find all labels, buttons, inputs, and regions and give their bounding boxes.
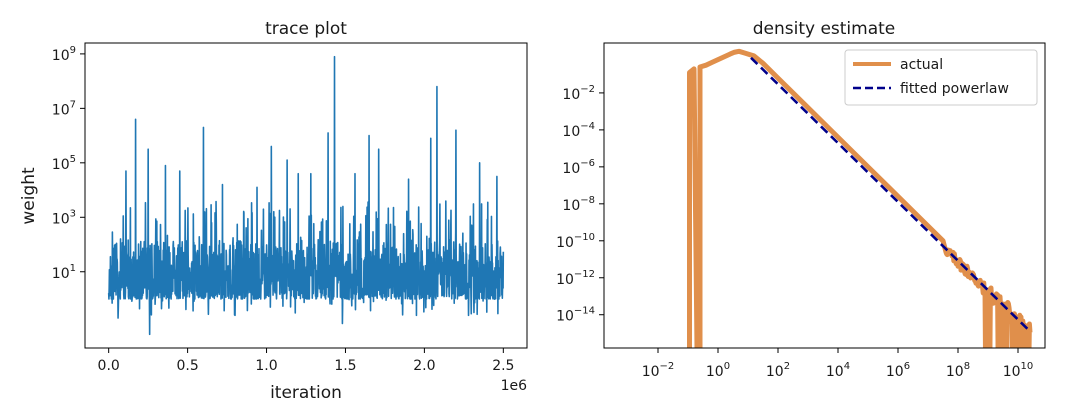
- trace-y-tick-label: 101: [52, 263, 76, 282]
- density-series: [687, 48, 1033, 348]
- trace-plot-frame: [84, 42, 528, 349]
- density-x-tick-label: 106: [886, 361, 910, 380]
- density-x-tick-label-exp: 6: [904, 361, 910, 372]
- trace-y-tick-label-exp: 7: [70, 99, 76, 110]
- density-y-tick-label-base: 10: [556, 272, 574, 288]
- density-plot-panel: density estimate 10−2 100 102 104 106 108 1010…: [556, 19, 1046, 380]
- density-y-tick-label: 10−4: [562, 121, 595, 140]
- trace-y-tick-label: 107: [52, 99, 76, 118]
- trace-x-ticks: 0.0 0.5 1.0 1.5 2.0 2.5: [98, 348, 514, 374]
- trace-x-scale-label: 1e6: [501, 378, 528, 394]
- trace-series: [107, 55, 505, 336]
- density-y-tick-label-base: 10: [562, 87, 580, 103]
- density-powerlaw-line: [750, 56, 1031, 333]
- density-y-tick-label-exp: −12: [574, 269, 595, 280]
- density-x-tick-label: 102: [766, 361, 790, 380]
- trace-y-tick-label-base: 10: [52, 211, 70, 227]
- density-x-tick-label-base: 10: [826, 364, 844, 380]
- density-x-tick-label-exp: 2: [784, 361, 790, 372]
- density-legend: actual fitted powerlaw: [844, 49, 1038, 106]
- trace-plot-title: trace plot: [265, 19, 347, 39]
- density-y-tick-label-exp: −8: [580, 195, 595, 206]
- density-x-tick-label: 1010: [1003, 361, 1034, 380]
- density-plot-title: density estimate: [753, 19, 896, 39]
- density-x-tick-label-exp: 8: [964, 361, 970, 372]
- trace-y-tick-label: 103: [52, 208, 76, 227]
- trace-y-tick-label-base: 10: [52, 102, 70, 118]
- density-y-tick-label: 10−6: [562, 158, 595, 177]
- density-y-tick-label-exp: −6: [580, 158, 595, 169]
- density-x-tick-label-base: 10: [706, 364, 724, 380]
- trace-y-tick-label-base: 10: [52, 266, 70, 282]
- legend-actual-label: actual: [900, 57, 943, 73]
- density-plot-frame: [603, 42, 1046, 349]
- trace-x-tick-label: 1.5: [334, 358, 356, 374]
- density-x-tick-label-exp: 0: [724, 361, 730, 372]
- density-y-tick-label: 10−14: [556, 306, 595, 325]
- density-y-tick-label: 10−12: [556, 269, 595, 288]
- trace-y-tick-label: 105: [52, 154, 76, 173]
- density-y-tick-label-exp: −14: [574, 306, 595, 317]
- legend-powerlaw-label: fitted powerlaw: [900, 81, 1009, 97]
- density-x-tick-label-base: 10: [886, 364, 904, 380]
- density-x-tick-label-exp: −2: [660, 361, 675, 372]
- density-x-tick-label-base: 10: [766, 364, 784, 380]
- trace-x-tick-label: 1.0: [255, 358, 277, 374]
- density-x-ticks: 10−2 100 102 104 106 108 1010: [642, 348, 1034, 380]
- density-y-tick-label: 10−10: [556, 232, 595, 251]
- trace-x-axis-label: iteration: [270, 383, 342, 403]
- trace-x-tick-label: 0.5: [176, 358, 198, 374]
- density-y-tick-label-exp: −2: [580, 84, 595, 95]
- trace-y-tick-label-exp: 1: [70, 263, 76, 274]
- trace-x-tick-label: 2.5: [492, 358, 514, 374]
- trace-x-tick-label: 0.0: [98, 358, 120, 374]
- density-y-tick-label: 10−8: [562, 195, 595, 214]
- density-x-tick-label-exp: 4: [844, 361, 850, 372]
- trace-y-tick-label-base: 10: [52, 157, 70, 173]
- density-x-tick-label-base: 10: [642, 364, 660, 380]
- trace-series-line: [107, 55, 505, 336]
- density-y-tick-label-base: 10: [556, 309, 574, 325]
- density-y-tick-label-base: 10: [562, 198, 580, 214]
- density-y-tick-label-exp: −4: [580, 121, 595, 132]
- trace-y-tick-label-exp: 5: [70, 154, 76, 165]
- density-x-tick-label: 10−2: [642, 361, 675, 380]
- density-y-tick-label-base: 10: [562, 161, 580, 177]
- trace-x-tick-label: 2.0: [413, 358, 435, 374]
- density-x-tick-label: 100: [706, 361, 730, 380]
- legend-box: [844, 49, 1038, 106]
- density-y-tick-label-base: 10: [562, 124, 580, 140]
- trace-y-tick-label-exp: 9: [70, 45, 76, 56]
- trace-plot-panel: trace plot 0.0 0.5 1.0 1.5 2.0 2.5 1011031051…: [19, 19, 528, 403]
- density-y-tick-label: 10−2: [562, 84, 595, 103]
- density-y-tick-label-base: 10: [556, 235, 574, 251]
- density-x-tick-label-exp: 10: [1021, 361, 1034, 372]
- trace-y-tick-label-base: 10: [52, 48, 70, 64]
- density-y-tick-label-exp: −10: [574, 232, 595, 243]
- density-x-tick-label-base: 10: [946, 364, 964, 380]
- trace-y-axis-label: weight: [19, 167, 39, 225]
- density-x-tick-label: 108: [946, 361, 970, 380]
- trace-y-tick-label: 109: [52, 45, 76, 64]
- density-x-tick-label: 104: [826, 361, 850, 380]
- trace-y-tick-label-exp: 3: [70, 208, 76, 219]
- density-x-tick-label-base: 10: [1003, 364, 1021, 380]
